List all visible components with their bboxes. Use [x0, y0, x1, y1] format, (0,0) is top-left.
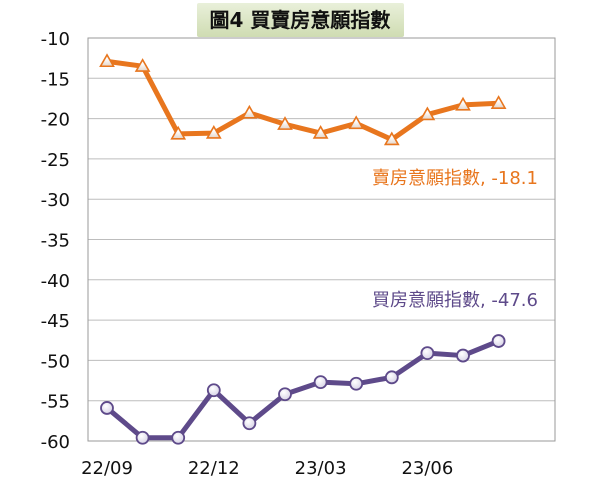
data-point-triangle	[134, 58, 151, 72]
y-tick-label: -20	[41, 110, 70, 131]
data-point-triangle	[383, 131, 400, 146]
series-labels: 賣房意願指數, -18.1 買房意願指數, -47.6	[372, 168, 538, 311]
y-tick-label: -25	[41, 150, 70, 171]
x-tick-label: 23/06	[401, 458, 453, 479]
data-point-triangle	[99, 53, 115, 68]
y-tick-label: -40	[41, 271, 70, 292]
chart-title-group: 圖4 買賣房意願指數	[197, 3, 404, 37]
y-tick-label: -50	[41, 351, 70, 372]
x-tick-label: 23/03	[295, 458, 347, 479]
data-point-circle	[384, 370, 399, 385]
series-2	[100, 334, 506, 445]
data-point-circle	[491, 334, 506, 348]
data-point-triangle	[348, 115, 365, 130]
chart-title: 圖4 買賣房意願指數	[210, 8, 391, 32]
y-tick-label: -60	[41, 432, 70, 453]
x-tick-label: 22/09	[81, 458, 133, 479]
data-point-circle	[456, 348, 470, 363]
data-point-circle	[100, 401, 114, 415]
plot-border	[87, 37, 556, 442]
series-layer	[99, 53, 507, 445]
title-background	[197, 3, 404, 37]
data-point-circle	[206, 383, 221, 398]
x-axis: 22/09 22/12 23/03 23/06	[81, 458, 453, 479]
y-axis: -10 -15 -20 -25 -30 -35 -40 -45 -50 -55 -60	[41, 29, 70, 453]
y-tick-label: -55	[41, 392, 70, 413]
data-point-triangle	[419, 106, 436, 121]
plot-frame	[87, 37, 556, 442]
series-line	[104, 58, 502, 143]
data-point-triangle	[490, 95, 507, 109]
series-line	[104, 338, 502, 441]
data-point-triangle	[455, 96, 471, 111]
y-tick-label: -30	[41, 190, 70, 211]
series-label: 買房意願指數, -47.6	[372, 290, 538, 311]
y-tick-label: -35	[41, 231, 70, 252]
data-point-circle	[313, 375, 328, 390]
x-tick-label: 22/12	[188, 458, 240, 479]
data-point-triangle	[277, 116, 293, 130]
series-label: 賣房意願指數, -18.1	[372, 168, 538, 189]
data-point-circle	[420, 346, 435, 361]
data-point-circle	[135, 430, 150, 445]
data-point-circle	[278, 387, 292, 402]
data-point-triangle	[312, 124, 329, 139]
data-point-triangle	[170, 125, 187, 140]
y-tick-label: -15	[41, 69, 70, 90]
data-point-circle	[349, 376, 364, 391]
series-1	[99, 53, 507, 146]
y-tick-label: -10	[41, 29, 70, 50]
y-tick-label: -45	[41, 311, 70, 332]
data-point-triangle	[241, 104, 258, 119]
data-point-circle	[171, 430, 186, 445]
data-point-circle	[242, 416, 257, 431]
data-point-triangle	[205, 124, 222, 139]
